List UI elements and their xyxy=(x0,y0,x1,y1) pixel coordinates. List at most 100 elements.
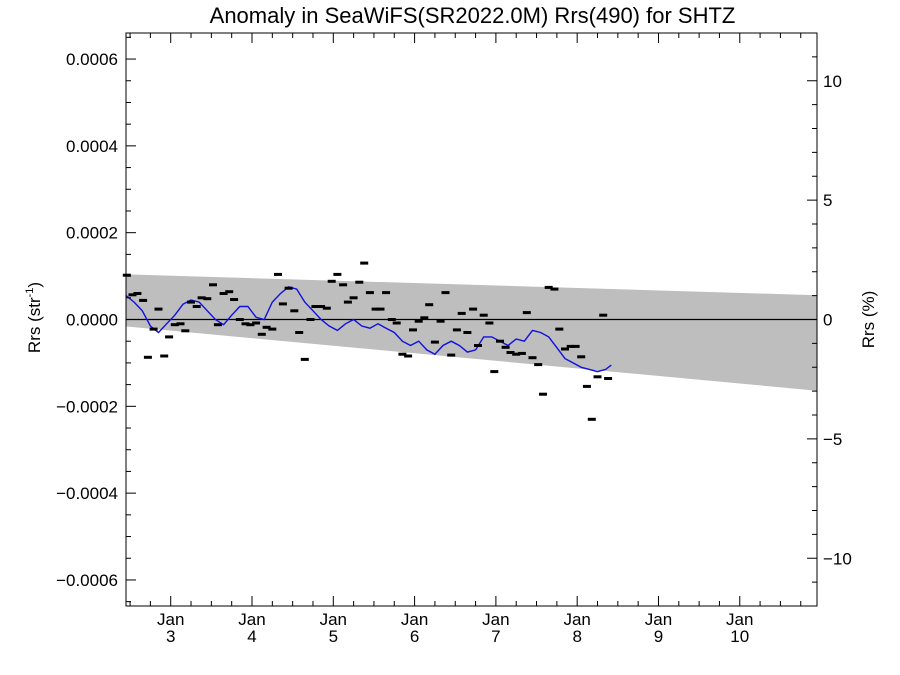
data-point xyxy=(506,351,515,354)
data-point xyxy=(436,319,445,323)
data-point xyxy=(339,283,348,287)
data-point xyxy=(463,331,472,334)
x-tick-label-day: 7 xyxy=(491,627,500,646)
data-point xyxy=(577,355,586,359)
y2-tick-label: 5 xyxy=(823,191,832,210)
data-point xyxy=(474,344,482,347)
x-tick-label-month: Jan xyxy=(645,610,672,629)
chart-title: Anomaly in SeaWiFS(SR2022.0M) Rrs(490) f… xyxy=(209,3,736,28)
y2-axis-title: Rrs (%) xyxy=(859,291,878,349)
axis-labels-layer: 0.0006 0.0004 0.0002 0.0000 −0.0002 −0.0004 −0… xyxy=(24,50,878,646)
data-point xyxy=(219,292,228,295)
y2-tick-label: −5 xyxy=(823,430,842,449)
x-tick-label-day: 6 xyxy=(410,627,419,646)
uncertainty-band-layer xyxy=(126,274,817,391)
data-point xyxy=(317,305,326,308)
data-point xyxy=(382,291,391,295)
x-tick-label-day: 9 xyxy=(654,627,663,646)
data-point xyxy=(252,321,261,325)
data-point xyxy=(170,323,179,327)
data-point xyxy=(469,307,478,311)
x-tick-label-day: 10 xyxy=(730,627,749,646)
data-point xyxy=(333,272,342,276)
data-point xyxy=(203,297,212,301)
data-point xyxy=(587,417,596,421)
x-tick-label-month: Jan xyxy=(482,610,509,629)
data-point xyxy=(355,280,364,284)
data-point xyxy=(133,292,142,295)
x-tick-label-month: Jan xyxy=(320,610,347,629)
y-tick-label: 0.0000 xyxy=(66,311,118,330)
data-point xyxy=(154,307,163,311)
data-point xyxy=(550,287,559,291)
data-point xyxy=(165,335,174,339)
x-tick-label-day: 5 xyxy=(329,627,338,646)
data-point xyxy=(139,298,148,302)
data-point xyxy=(479,313,488,317)
data-point xyxy=(311,305,320,308)
data-point xyxy=(582,384,591,388)
data-point xyxy=(143,355,152,359)
data-point xyxy=(490,370,499,374)
data-point xyxy=(284,286,293,290)
running-mean-layer xyxy=(125,286,612,373)
data-points-layer xyxy=(122,261,613,421)
data-point xyxy=(555,327,564,331)
data-point xyxy=(322,306,331,310)
data-point xyxy=(230,298,239,301)
data-point xyxy=(343,300,352,304)
data-point xyxy=(430,340,439,344)
data-point xyxy=(365,291,374,295)
x-tick-label-month: Jan xyxy=(563,610,590,629)
data-point xyxy=(593,375,602,379)
data-point xyxy=(122,273,131,277)
data-point xyxy=(262,325,271,329)
data-point xyxy=(409,328,417,332)
data-point xyxy=(414,319,423,323)
data-point xyxy=(485,321,494,325)
data-point xyxy=(278,302,287,306)
data-point xyxy=(128,293,137,297)
data-point xyxy=(290,309,299,313)
data-point xyxy=(561,347,569,351)
data-point xyxy=(425,303,434,307)
data-point xyxy=(371,307,380,311)
uncertainty-band xyxy=(126,274,817,391)
data-point xyxy=(306,318,315,321)
data-point xyxy=(457,311,466,315)
x-tick-label-month: Jan xyxy=(401,610,428,629)
data-point xyxy=(149,327,158,331)
data-point xyxy=(327,279,336,283)
y-tick-label: −0.0004 xyxy=(56,484,118,503)
data-point xyxy=(376,307,385,311)
data-point xyxy=(528,356,537,360)
data-point xyxy=(197,296,206,300)
data-point xyxy=(566,344,575,348)
data-point xyxy=(176,322,185,326)
data-point xyxy=(209,283,217,287)
data-point xyxy=(398,352,407,356)
y-axis-title: Rrs (str-1) xyxy=(24,282,44,353)
data-point xyxy=(257,332,266,336)
data-point xyxy=(512,352,521,356)
data-point xyxy=(241,322,250,326)
data-point xyxy=(213,323,222,327)
data-point xyxy=(544,285,553,289)
data-point xyxy=(517,351,526,355)
data-point xyxy=(404,354,413,358)
running-mean-line xyxy=(125,286,612,373)
data-point xyxy=(300,357,309,361)
y2-tick-label: 0 xyxy=(823,311,832,330)
x-tick-label-day: 3 xyxy=(166,627,175,646)
data-point xyxy=(496,339,504,343)
y2-tick-label: −10 xyxy=(823,549,852,568)
data-point xyxy=(160,354,169,358)
data-point xyxy=(295,331,304,334)
data-point xyxy=(571,344,580,348)
data-point xyxy=(501,345,510,349)
data-point xyxy=(192,305,201,308)
data-point xyxy=(349,296,358,300)
data-point xyxy=(181,329,190,333)
data-point xyxy=(447,353,456,357)
